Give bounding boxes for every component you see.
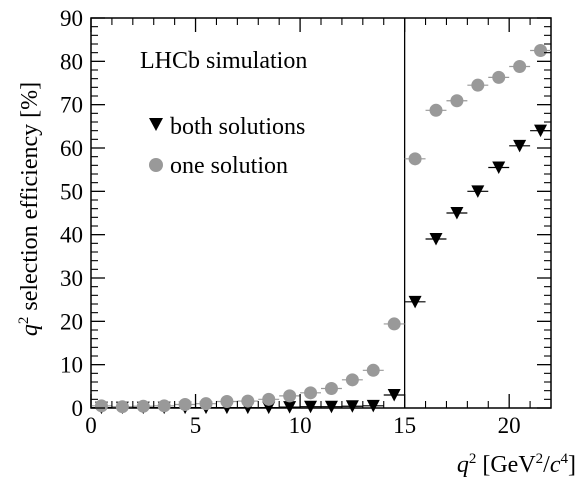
data-point-one-solution xyxy=(304,386,318,400)
data-point-both-solutions xyxy=(513,139,527,153)
data-point-one-solution xyxy=(94,399,108,413)
plot-frame xyxy=(90,17,552,409)
y-tick-label: 60 xyxy=(60,136,83,161)
data-point-both-solutions xyxy=(366,399,380,413)
data-point-both-solutions xyxy=(534,124,548,138)
x-tick-label: 10 xyxy=(289,413,312,438)
legend-label-both-solutions: both solutions xyxy=(170,114,305,140)
data-point-one-solution xyxy=(429,103,443,117)
data-point-one-solution xyxy=(157,399,171,413)
x-tick-label: 5 xyxy=(190,413,202,438)
data-point-both-solutions xyxy=(387,389,401,402)
legend: both solutions one solution xyxy=(149,114,305,179)
data-point-one-solution xyxy=(283,389,297,403)
data-point-both-solutions xyxy=(429,233,443,246)
data-point-one-solution xyxy=(450,94,464,108)
error-bar-layer xyxy=(91,49,551,409)
chart-annotation: LHCb simulation xyxy=(140,48,307,74)
data-point-both-solutions xyxy=(471,185,485,198)
data-point-one-solution xyxy=(136,399,150,413)
tick-label-layer: 0 5 10 15 20 0 10 20 30 40 50 60 70 80 90 xyxy=(60,6,521,438)
tick-layer xyxy=(90,17,551,409)
y-tick-label: 90 xyxy=(60,6,83,31)
data-point-one-solution xyxy=(262,392,276,406)
data-point-both-solutions xyxy=(304,400,318,414)
legend-triangle-marker xyxy=(149,118,163,131)
data-point-one-solution xyxy=(199,397,213,411)
data-point-one-solution xyxy=(366,363,380,377)
x-tick-label: 15 xyxy=(393,413,416,438)
data-point-one-solution xyxy=(492,70,506,84)
legend-circle-marker xyxy=(149,158,163,172)
data-point-both-solutions xyxy=(324,400,338,414)
data-point-both-solutions xyxy=(345,400,359,413)
plot-area xyxy=(90,17,552,409)
y-tick-label: 80 xyxy=(60,49,83,74)
y-tick-label: 30 xyxy=(60,266,83,291)
y-axis-title: q2 selection efficiency [%] xyxy=(16,82,43,336)
data-point-one-solution xyxy=(178,398,192,412)
data-point-one-solution xyxy=(345,373,359,387)
data-point-both-solutions xyxy=(283,401,297,414)
x-tick-label: 20 xyxy=(498,413,521,438)
data-point-one-solution xyxy=(513,60,527,74)
x-axis-title: q2 [GeV2/c4] xyxy=(457,451,576,477)
y-tick-label: 10 xyxy=(60,353,83,378)
data-point-one-solution xyxy=(471,78,485,92)
data-marker-layer xyxy=(94,44,548,415)
data-point-both-solutions xyxy=(450,207,464,220)
data-point-both-solutions xyxy=(492,161,506,174)
data-point-one-solution xyxy=(534,44,548,57)
y-tick-label: 40 xyxy=(60,223,83,248)
legend-label-one-solution: one solution xyxy=(170,153,288,179)
data-point-one-solution xyxy=(387,317,401,331)
y-tick-label: 20 xyxy=(60,309,83,334)
data-point-one-solution xyxy=(115,400,129,414)
data-point-both-solutions xyxy=(408,295,422,309)
data-point-one-solution xyxy=(241,394,255,408)
y-tick-label: 70 xyxy=(60,93,83,118)
x-tick-label: 0 xyxy=(85,413,97,438)
data-point-one-solution xyxy=(324,382,338,395)
y-tick-label: 0 xyxy=(72,396,84,421)
data-point-one-solution xyxy=(408,152,422,166)
data-point-one-solution xyxy=(220,395,234,408)
y-tick-label: 50 xyxy=(60,179,83,204)
